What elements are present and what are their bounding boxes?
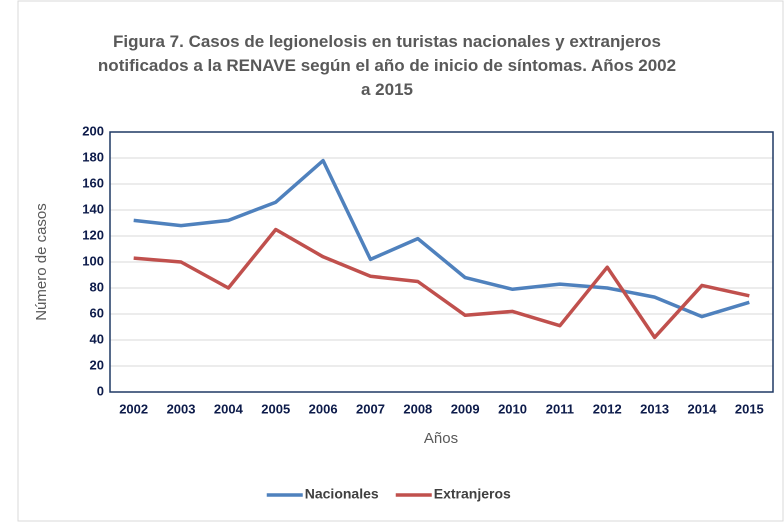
x-tick-label: 2009 — [451, 401, 480, 416]
y-tick-label: 80 — [90, 279, 104, 294]
y-tick-label: 60 — [90, 305, 104, 320]
x-tick-label: 2013 — [640, 401, 669, 416]
series-line — [133, 158, 750, 319]
y-tick-label: 180 — [82, 149, 104, 164]
x-tick-label: 2006 — [309, 401, 338, 416]
series-line — [133, 227, 750, 340]
x-tick-label: 2004 — [214, 401, 244, 416]
y-tick-label: 40 — [90, 331, 104, 346]
y-tick-label: 140 — [82, 201, 104, 216]
x-tick-label: 2011 — [546, 401, 574, 416]
x-tick-label: 2010 — [498, 401, 527, 416]
y-tick-label: 120 — [82, 227, 104, 242]
y-tick-label: 20 — [90, 357, 104, 372]
x-tick-label: 2008 — [403, 401, 432, 416]
x-tick-label: 2014 — [688, 401, 718, 416]
y-tick-label: 0 — [97, 383, 104, 398]
x-tick-label: 2012 — [593, 401, 622, 416]
legend-label: Extranjeros — [434, 486, 511, 502]
chart-border — [17, 0, 784, 522]
plot-frame — [109, 131, 774, 393]
legend-label: Nacionales — [305, 486, 379, 502]
x-axis-title: Años — [424, 430, 458, 447]
chart-title: Figura 7. Casos de legionelosis en turis… — [97, 32, 677, 99]
y-tick-label: 200 — [82, 123, 104, 138]
x-tick-label: 2015 — [735, 401, 764, 416]
x-tick-label: 2002 — [119, 401, 148, 416]
x-tick-label: 2007 — [356, 401, 385, 416]
y-axis-title: Número de casos — [33, 203, 50, 321]
x-tick-label: 2005 — [261, 401, 290, 416]
y-tick-label: 100 — [82, 253, 104, 268]
y-tick-label: 160 — [82, 175, 104, 190]
x-tick-label: 2003 — [167, 401, 196, 416]
